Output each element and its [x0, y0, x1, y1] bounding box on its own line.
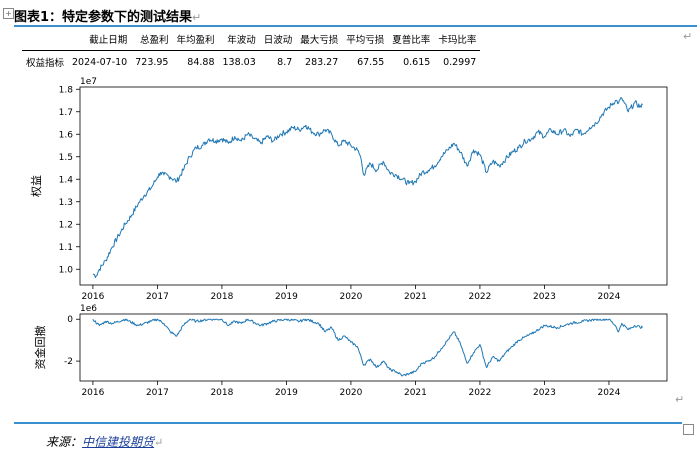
y-axis-label: 权益: [29, 175, 43, 197]
x-tick-label: 2018: [210, 292, 233, 302]
metrics-row-label: 权益指标: [26, 58, 65, 69]
metrics-header-cell: 年均盈利: [176, 35, 215, 46]
series-line: [92, 318, 643, 377]
metrics-header-row: 截止日期 总盈利 年均盈利 年波动 日波动 最大亏损 平均亏损 夏普比率 卡玛比…: [22, 28, 481, 51]
x-tick-label: 2019: [275, 292, 298, 302]
metrics-header-cell: 截止日期: [89, 35, 128, 46]
x-tick-label: 2022: [468, 292, 491, 302]
resize-handle-icon[interactable]: [683, 424, 694, 435]
metrics-value-cell: 0.2997: [443, 56, 477, 68]
y-axis-label: 资金回撤: [33, 326, 47, 370]
y-tick-label: 1.8: [59, 85, 74, 95]
metrics-value-row: 权益指标 2024-07-10 723.95 84.88 138.03 8.7 …: [22, 51, 480, 74]
metrics-value-cell: 8.7: [277, 56, 293, 68]
metrics-header-cell: 最大亏损: [300, 35, 339, 46]
y-tick-label: 1.2: [59, 220, 73, 230]
metrics-value-cell: 0.615: [403, 56, 431, 68]
metrics-value-cell: 138.03: [222, 56, 256, 68]
source-note: 来源：中信建投期货↵: [46, 433, 163, 450]
source-org-link[interactable]: 中信建投期货: [82, 435, 155, 449]
figure-title-text: 图表1：特定参数下的测试结果: [14, 10, 193, 25]
y-tick-label: 1.6: [59, 130, 74, 140]
y-tick-label: 0: [67, 315, 73, 325]
metrics-value-cell: 283.27: [305, 56, 339, 68]
y-tick-label: 1.7: [59, 108, 73, 118]
x-tick-label: 2021: [404, 292, 427, 302]
paragraph-mark-icon: ↵: [683, 30, 693, 43]
equity-chart: 2016 2017 2018 2019 2020 2021 2022 2023 2024 1.0 1…: [29, 77, 668, 302]
x-tick-label: 2022: [468, 388, 491, 398]
series-line: [92, 96, 643, 278]
x-tick-label: 2023: [533, 292, 556, 302]
metrics-header-cell: 日波动: [263, 35, 293, 46]
x-tick-label: 2016: [81, 292, 104, 302]
x-tick-label: 2020: [339, 292, 362, 302]
metrics-value-cell: 2024-07-10: [72, 56, 128, 68]
metrics-header-cell: 平均亏损: [346, 35, 385, 46]
x-tick-label: 2020: [339, 388, 362, 398]
x-tick-label: 2016: [81, 388, 104, 398]
y-tick-label: -2: [64, 357, 73, 367]
metrics-value-cell: 84.88: [187, 56, 215, 68]
metrics-table: 截止日期 总盈利 年均盈利 年波动 日波动 最大亏损 平均亏损 夏普比率 卡玛比…: [22, 28, 481, 74]
metrics-value-cell: 723.95: [135, 56, 169, 68]
metrics-value-cell: 67.55: [357, 56, 385, 68]
y-tick-label: 1.4: [59, 175, 74, 185]
x-tick-label: 2018: [210, 388, 233, 398]
anchor-handle-icon[interactable]: +: [3, 8, 14, 19]
y-scale-label: 1e7: [80, 77, 97, 87]
figure-title: 图表1：特定参数下的测试结果↵: [14, 6, 201, 25]
paragraph-mark-icon: ↵: [675, 393, 685, 406]
x-tick-label: 2021: [404, 388, 427, 398]
x-tick-label: 2024: [597, 292, 620, 302]
y-tick-label: 1.1: [59, 243, 73, 253]
plot-frame: [79, 313, 668, 382]
y-tick-label: 1.0: [59, 265, 74, 275]
metrics-header-cell: 总盈利: [139, 35, 169, 46]
metrics-header-cell: 卡玛比率: [438, 35, 477, 46]
paragraph-mark-icon: ↵: [192, 11, 202, 24]
y-scale-label: 1e6: [80, 304, 97, 314]
drawdown-chart: 2016 2017 2018 2019 2020 2021 2022 2023 2024 0 -2 1…: [33, 304, 668, 398]
metrics-header-cell: 年波动: [227, 35, 256, 46]
plot-frame: [79, 86, 668, 286]
metrics-header-cell: 夏普比率: [392, 35, 431, 46]
paragraph-mark-icon: ↵: [154, 436, 164, 449]
y-tick-label: 1.5: [59, 153, 73, 163]
y-tick-label: 1.3: [59, 198, 73, 208]
x-tick-label: 2017: [146, 388, 169, 398]
footer-rule: [14, 422, 682, 424]
x-tick-label: 2024: [597, 388, 620, 398]
x-tick-label: 2017: [146, 292, 169, 302]
title-rule: [14, 25, 697, 27]
source-prefix: 来源：: [46, 435, 83, 449]
x-tick-label: 2023: [533, 388, 556, 398]
x-tick-label: 2019: [275, 388, 298, 398]
